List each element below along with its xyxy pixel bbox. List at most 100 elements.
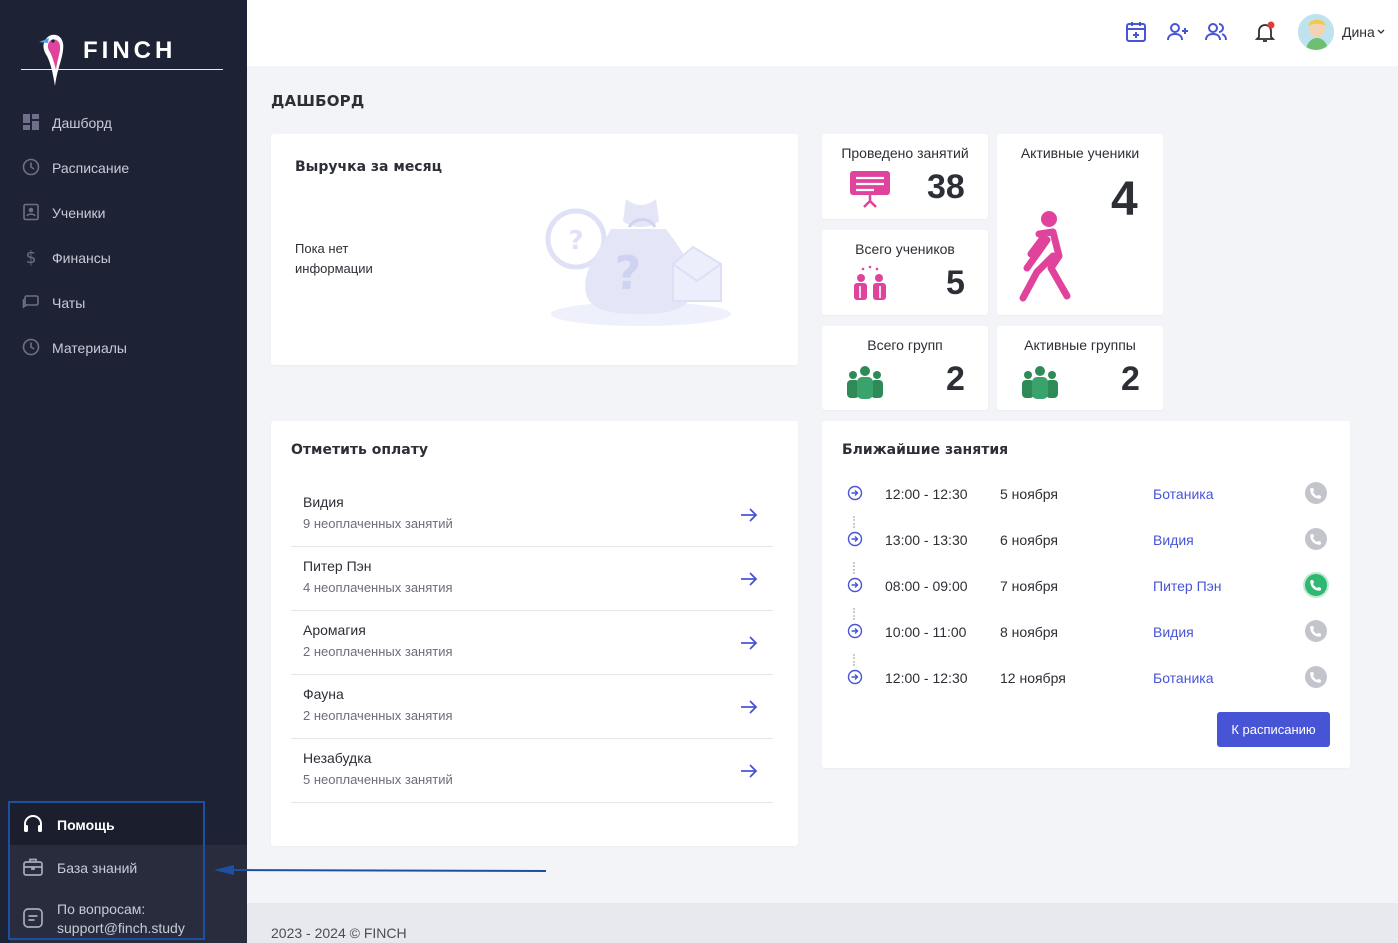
stat-label: Активные группы <box>1024 337 1136 353</box>
bell-icon[interactable] <box>1253 20 1277 44</box>
avatar[interactable] <box>1298 14 1334 50</box>
timeline-connector <box>853 516 855 528</box>
help-submenu <box>10 845 247 943</box>
stat-total-students[interactable]: Всего учеников 5 <box>822 230 988 315</box>
stat-active-groups[interactable]: Активные группы 2 <box>997 326 1163 410</box>
lesson-row[interactable]: 10:00 - 11:00 8 ноября Видия <box>822 617 1350 647</box>
phone-call-icon[interactable] <box>1305 620 1327 642</box>
lesson-row[interactable]: 08:00 - 09:00 7 ноября Питер Пэн <box>822 571 1350 601</box>
walking-person-icon <box>1019 211 1071 302</box>
phone-call-active-icon[interactable] <box>1305 574 1327 596</box>
payment-row[interactable]: Фауна 2 неоплаченных занятия <box>291 675 773 739</box>
lesson-student-link[interactable]: Видия <box>1153 624 1194 640</box>
arrow-circle-icon[interactable] <box>847 485 863 501</box>
lesson-date: 8 ноября <box>1000 624 1059 640</box>
payment-row[interactable]: Незабудка 5 неоплаченных занятий <box>291 739 773 803</box>
avatar-image <box>1298 14 1334 50</box>
arrow-circle-icon[interactable] <box>847 669 863 685</box>
help-label: Помощь <box>57 817 115 833</box>
presentation-board-icon <box>850 171 890 208</box>
phone-call-icon[interactable] <box>1305 666 1327 688</box>
footer: 2023 - 2024 © FINCH <box>247 903 1398 943</box>
sidebar-item-label: Дашборд <box>52 115 112 131</box>
phone-call-icon[interactable] <box>1305 528 1327 550</box>
lesson-time: 12:00 - 12:30 <box>885 486 968 502</box>
unpaid-count: 9 неоплаченных занятий <box>303 516 453 531</box>
group-people-icon <box>847 366 883 399</box>
sidebar: FINCH Дашборд Расписание Ученики $ Финан… <box>0 0 247 943</box>
svg-text:?: ? <box>615 246 642 300</box>
student-name: Питер Пэн <box>303 558 372 574</box>
upcoming-title: Ближайшие занятия <box>842 442 1009 458</box>
unpaid-count: 4 неоплаченных занятия <box>303 580 453 595</box>
notification-dot <box>1267 21 1275 29</box>
arrow-circle-icon[interactable] <box>847 531 863 547</box>
support-email[interactable]: support@finch.study <box>57 920 185 936</box>
lesson-date: 5 ноября <box>1000 486 1059 502</box>
lesson-student-link[interactable]: Ботаника <box>1153 486 1214 502</box>
help-highlight-frame <box>8 801 205 940</box>
dashboard-grid-icon <box>23 114 39 130</box>
phone-call-icon[interactable] <box>1305 482 1327 504</box>
sidebar-item-label: Ученики <box>52 205 106 221</box>
sidebar-item-students[interactable]: Ученики <box>0 197 247 227</box>
stat-active-students[interactable]: Активные ученики 4 <box>997 134 1163 315</box>
students-pair-icon <box>854 265 886 300</box>
lesson-row[interactable]: 12:00 - 12:30 12 ноября Ботаника <box>822 663 1350 693</box>
lesson-student-link[interactable]: Видия <box>1153 532 1194 548</box>
payment-row[interactable]: Видия 9 неоплаченных занятий <box>291 483 773 547</box>
student-card-icon <box>23 203 39 221</box>
sidebar-item-chats[interactable]: Чаты <box>0 287 247 317</box>
sidebar-item-schedule[interactable]: Расписание <box>0 152 247 182</box>
users-icon[interactable] <box>1204 20 1228 44</box>
arrow-circle-icon[interactable] <box>847 623 863 639</box>
lesson-date: 12 ноября <box>1000 670 1066 686</box>
stat-label: Всего учеников <box>855 241 955 257</box>
arrow-right-icon[interactable] <box>739 569 759 589</box>
add-calendar-icon[interactable] <box>1124 20 1148 44</box>
brand-logo[interactable]: FINCH <box>21 28 223 86</box>
student-name: Незабудка <box>303 750 372 766</box>
user-name[interactable]: Дина <box>1342 24 1375 40</box>
lesson-date: 6 ноября <box>1000 532 1059 548</box>
add-user-icon[interactable] <box>1166 20 1190 44</box>
lesson-student-link[interactable]: Питер Пэн <box>1153 578 1222 594</box>
payments-card: Отметить оплату Видия 9 неоплаченных зан… <box>271 421 798 846</box>
revenue-title: Выручка за месяц <box>295 159 442 175</box>
arrow-right-icon[interactable] <box>739 697 759 717</box>
lesson-row[interactable]: 12:00 - 12:30 5 ноября Ботаника <box>822 479 1350 509</box>
timeline-connector <box>853 562 855 574</box>
sidebar-item-materials[interactable]: Материалы <box>0 332 247 362</box>
revenue-empty-line1: Пока нет <box>295 241 349 256</box>
to-schedule-button[interactable]: К расписанию <box>1217 712 1330 747</box>
timeline-connector <box>853 654 855 666</box>
top-bar: Дина <box>247 0 1398 66</box>
student-name: Видия <box>303 494 344 510</box>
lesson-student-link[interactable]: Ботаника <box>1153 670 1214 686</box>
stat-label: Активные ученики <box>1020 145 1140 161</box>
lesson-row[interactable]: 13:00 - 13:30 6 ноября Видия <box>822 525 1350 555</box>
chevron-down-icon[interactable] <box>1377 29 1385 35</box>
chat-icon <box>22 295 39 309</box>
arrow-right-icon[interactable] <box>739 633 759 653</box>
help-section[interactable] <box>10 803 203 845</box>
stat-lessons-done[interactable]: Проведено занятий 38 <box>822 134 988 219</box>
stat-total-groups[interactable]: Всего групп 2 <box>822 326 988 410</box>
sidebar-item-dashboard[interactable]: Дашборд <box>0 107 247 137</box>
annotation-arrow <box>214 865 547 875</box>
sidebar-item-label: Финансы <box>52 250 111 266</box>
payment-row[interactable]: Аромагия 2 неоплаченных занятия <box>291 611 773 675</box>
unpaid-count: 2 неоплаченных занятия <box>303 708 453 723</box>
arrow-right-icon[interactable] <box>739 505 759 525</box>
revenue-empty-line2: информации <box>295 261 373 276</box>
group-people-icon <box>1022 366 1058 399</box>
headset-icon <box>24 815 42 832</box>
dollar-icon: $ <box>26 248 37 266</box>
arrow-circle-icon[interactable] <box>847 577 863 593</box>
sidebar-item-finance[interactable]: $ Финансы <box>0 242 247 272</box>
arrow-right-icon[interactable] <box>739 761 759 781</box>
unpaid-count: 2 неоплаченных занятия <box>303 644 453 659</box>
clock-icon <box>22 338 40 356</box>
student-name: Фауна <box>303 686 344 702</box>
payment-row[interactable]: Питер Пэн 4 неоплаченных занятия <box>291 547 773 611</box>
